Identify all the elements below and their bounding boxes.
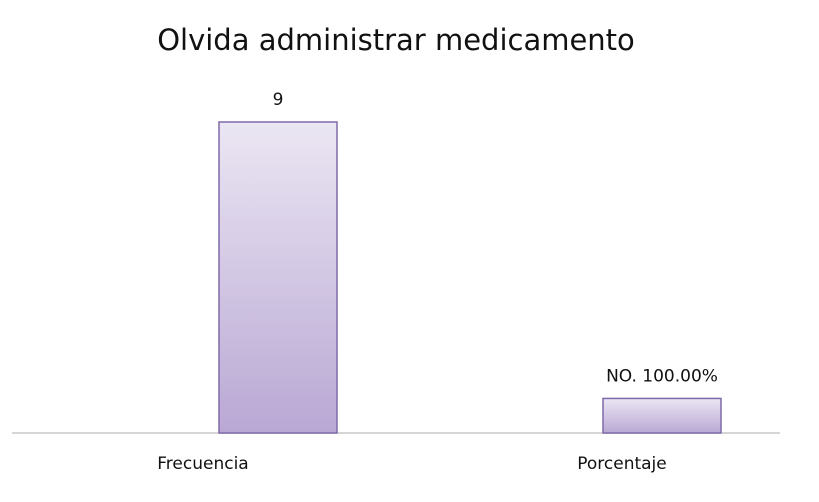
data-label: 9 [273, 90, 284, 110]
bar [602, 397, 722, 434]
data-label: NO. 100.00% [606, 366, 718, 386]
x-tick-label: Porcentaje [577, 454, 667, 474]
bar [218, 121, 338, 434]
chart-title: Olvida administrar medicamento [157, 23, 635, 57]
x-tick-label: Frecuencia [157, 454, 248, 474]
